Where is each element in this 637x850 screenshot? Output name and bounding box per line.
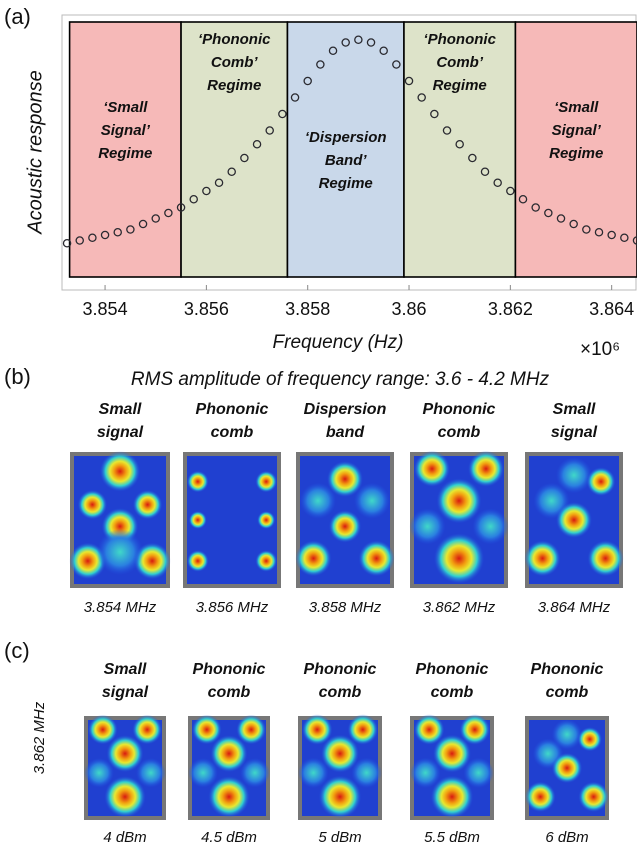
regime-label: Comb’	[211, 54, 258, 71]
thumb-blob	[187, 550, 209, 572]
x-offset-label: ×10⁶	[580, 339, 620, 360]
thumb-title: comb	[546, 684, 589, 701]
thumb-blob	[78, 490, 107, 519]
thumb-caption: 3.862 MHz	[423, 599, 496, 616]
regime-label: Regime	[433, 77, 487, 94]
thumb-blob	[587, 467, 616, 496]
thumb-title: Dispersion	[304, 401, 387, 418]
thumb-blob	[588, 540, 624, 576]
thumb-blob	[473, 508, 509, 544]
regime-label: ‘Dispersion	[305, 129, 387, 146]
thumb-blob	[431, 776, 474, 819]
panel-label: (c)	[4, 638, 30, 663]
thumb-blob	[319, 776, 362, 819]
thumb-caption: 3.856 MHz	[196, 599, 269, 616]
regime-label: ‘Phononic	[423, 31, 496, 48]
thumb-blob	[133, 490, 162, 519]
regime-label: ‘Small	[554, 99, 599, 116]
thumb-title: Small	[553, 401, 596, 418]
thumb-blob	[208, 776, 249, 817]
thumb-caption: 3.864 MHz	[538, 599, 611, 616]
thumb-blob	[525, 782, 555, 812]
thumb-blob	[578, 782, 608, 812]
thumb-title: comb	[208, 684, 251, 701]
thumb-title: signal	[551, 424, 598, 441]
x-tick-label: 3.862	[488, 299, 533, 319]
thumb-caption: 4.5 dBm	[201, 829, 257, 846]
thumb-blob	[296, 540, 332, 576]
thumb-blob	[552, 753, 582, 783]
regime-label: Regime	[98, 145, 152, 162]
thumb-blob	[187, 471, 209, 493]
thumb-blob	[578, 727, 602, 751]
x-tick-label: 3.854	[83, 299, 128, 319]
thumb-title: Phononic	[416, 661, 489, 678]
page: (a) Acoustic response Frequency (Hz) ×10…	[0, 0, 637, 850]
thumb-blob	[437, 478, 482, 523]
thumb-blob	[359, 540, 395, 576]
thumb-title: comb	[211, 424, 254, 441]
regime-label: Comb’	[436, 54, 483, 71]
thumb-blob	[100, 451, 140, 491]
panel-label: (b)	[4, 364, 31, 389]
thumb-blob	[104, 776, 145, 817]
thumb-title: Phononic	[531, 661, 604, 678]
thumb-blob	[257, 511, 275, 529]
thumb-blob	[414, 451, 450, 487]
thumb-title: band	[326, 424, 365, 441]
panel-label: (a)	[4, 4, 31, 29]
figure: (a) Acoustic response Frequency (Hz) ×10…	[0, 0, 637, 850]
regime-label: Signal’	[101, 122, 151, 139]
thumb-caption: 3.854 MHz	[84, 599, 157, 616]
thumb-caption: 6 dBm	[545, 829, 588, 846]
regime-label: Signal’	[552, 122, 602, 139]
thumb-title: Phononic	[423, 401, 496, 418]
regime-label: Regime	[549, 145, 603, 162]
thumb-caption: 3.858 MHz	[309, 599, 382, 616]
regime-label: Regime	[319, 175, 373, 192]
thumb-blob	[97, 529, 143, 575]
regime-label: Regime	[207, 77, 261, 94]
x-tick-label: 3.856	[184, 299, 229, 319]
thumb-blob	[434, 533, 484, 583]
y-axis-label: Acoustic response	[24, 70, 46, 234]
panel-title: RMS amplitude of frequency range: 3.6 - …	[131, 369, 550, 390]
thumb-caption: 5.5 dBm	[424, 829, 480, 846]
thumb-title: Phononic	[193, 661, 266, 678]
thumb-title: Small	[99, 401, 142, 418]
thumb-blob	[556, 502, 592, 538]
x-tick-label: 3.86	[392, 299, 427, 319]
regime-label: ‘Phononic	[198, 31, 271, 48]
regime-label: Band’	[325, 152, 368, 169]
thumb-blob	[468, 451, 504, 487]
thumb-title: comb	[438, 424, 481, 441]
thumb-title: signal	[102, 684, 149, 701]
thumb-title: comb	[319, 684, 362, 701]
thumb-title: Phononic	[304, 661, 377, 678]
thumb-title: signal	[97, 424, 144, 441]
thumb-blob	[189, 511, 207, 529]
thumb-caption: 5 dBm	[318, 829, 361, 846]
thumb-caption: 4 dBm	[103, 829, 146, 846]
thumb-blob	[329, 510, 361, 542]
thumb-blob	[255, 550, 277, 572]
thumb-blob	[255, 471, 277, 493]
thumb-title: Small	[104, 661, 147, 678]
thumb-title: comb	[431, 684, 474, 701]
x-tick-label: 3.858	[285, 299, 330, 319]
thumb-blob	[354, 483, 390, 519]
thumb-blob	[525, 540, 561, 576]
thumb-title: Phononic	[196, 401, 269, 418]
x-tick-label: 3.864	[589, 299, 634, 319]
side-label: 3.862 MHz	[31, 701, 48, 774]
thumb-blob	[410, 508, 446, 544]
regime-label: ‘Small	[103, 99, 148, 116]
x-axis-label: Frequency (Hz)	[273, 332, 404, 353]
thumb-blob	[300, 483, 336, 519]
regime-region	[287, 22, 404, 277]
